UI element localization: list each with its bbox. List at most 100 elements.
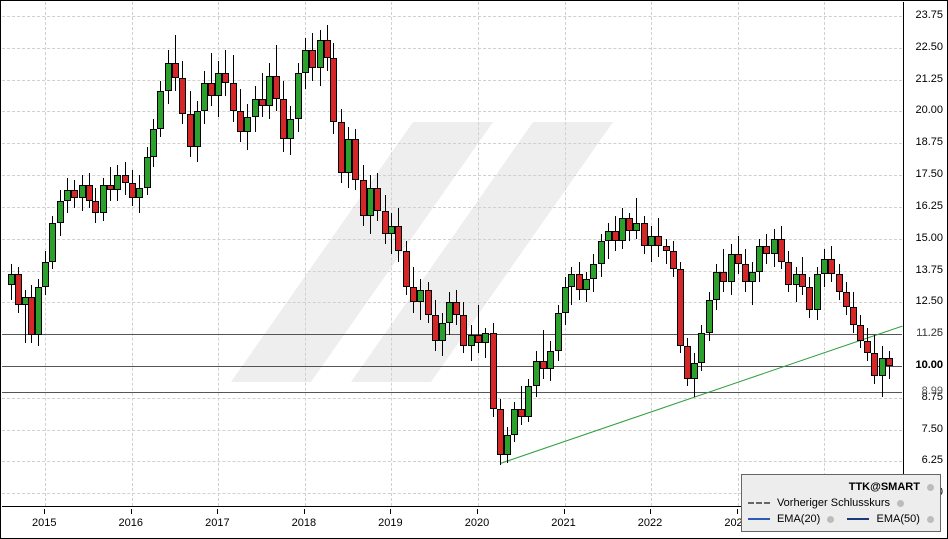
- candle-wick: [110, 167, 111, 200]
- candle-body: [374, 188, 381, 211]
- x-tick-label: 2021: [551, 517, 575, 529]
- x-tick-mark: [737, 509, 738, 514]
- ema20-line-icon: [748, 518, 770, 520]
- gridline-h: [2, 430, 902, 431]
- y-tick-label: 20.00: [915, 104, 943, 116]
- candle-body: [814, 274, 821, 310]
- candle-wick: [391, 213, 392, 254]
- gridline-h: [2, 80, 902, 81]
- gridline-h: [2, 48, 902, 49]
- candle-body: [295, 73, 302, 119]
- candle-body: [706, 300, 713, 333]
- candle-body: [324, 40, 331, 58]
- candle-body: [843, 292, 850, 307]
- y-marker-label: 11.26: [916, 327, 943, 339]
- y-tick-label: 12.50: [915, 295, 943, 307]
- prev-close-line-icon: [748, 502, 770, 504]
- price-chart: 5.006.257.508.7510.0011.2512.5013.7515.0…: [0, 0, 948, 539]
- x-tick-label: 2017: [205, 517, 229, 529]
- x-tick-mark: [564, 509, 565, 514]
- candle-body: [504, 435, 511, 455]
- candle-wick: [608, 223, 609, 259]
- x-tick-label: 2022: [638, 517, 662, 529]
- candle-body: [590, 264, 597, 279]
- candle-body: [886, 358, 893, 366]
- y-tick-label: 17.50: [915, 168, 943, 180]
- candle-body: [179, 78, 186, 114]
- candle-body: [720, 272, 727, 282]
- y-tick-label: 22.50: [915, 41, 943, 53]
- y-tick-label: 13.75: [915, 264, 943, 276]
- candle-wick: [478, 305, 479, 353]
- watermark: [191, 122, 633, 382]
- y-tick-label: 18.75: [915, 136, 943, 148]
- x-tick-mark: [217, 509, 218, 514]
- gridline-h: [2, 111, 902, 112]
- candle-wick: [211, 53, 212, 106]
- candle-body: [655, 236, 662, 246]
- candle-body: [425, 290, 432, 315]
- candle-body: [864, 341, 871, 354]
- gridline-h: [2, 207, 902, 208]
- candle-body: [136, 188, 143, 198]
- x-tick-mark: [304, 509, 305, 514]
- x-tick-mark: [44, 509, 45, 514]
- y-tick-label: 16.25: [915, 200, 943, 212]
- candle-body: [287, 119, 294, 139]
- candle-wick: [543, 330, 544, 378]
- candle-body: [157, 91, 164, 129]
- candle-body: [417, 290, 424, 303]
- candle-body: [35, 287, 42, 335]
- chart-legend: TTK@SMART Vorheriger Schlusskurs EMA(20)…: [741, 474, 941, 532]
- candle-body: [857, 325, 864, 340]
- legend-ema50: EMA(50): [877, 513, 920, 525]
- x-tick-mark: [390, 509, 391, 514]
- horizontal-level: [2, 366, 902, 367]
- x-tick-label: 2018: [292, 517, 316, 529]
- candle-wick: [723, 249, 724, 292]
- candle-body: [42, 262, 49, 287]
- candle-body: [555, 313, 562, 351]
- candle-body: [439, 323, 446, 341]
- candle-body: [806, 287, 813, 310]
- candle-body: [86, 185, 93, 200]
- candle-wick: [521, 386, 522, 424]
- candle-body: [562, 287, 569, 312]
- candle-body: [71, 190, 78, 198]
- candle-body: [49, 223, 56, 261]
- candle-wick: [796, 267, 797, 303]
- candle-wick: [752, 262, 753, 305]
- candle-body: [309, 50, 316, 68]
- legend-ema20: EMA(20): [777, 513, 820, 525]
- y-tick-label: 15.00: [915, 232, 943, 244]
- candle-body: [172, 63, 179, 78]
- gridline-v: [132, 2, 133, 506]
- candle-body: [749, 272, 756, 282]
- gridline-h: [2, 271, 902, 272]
- candle-body: [836, 274, 843, 292]
- x-tick-label: 2019: [378, 517, 402, 529]
- candle-body: [352, 139, 359, 180]
- y-tick-label: 7.50: [922, 423, 943, 435]
- candle-body: [598, 241, 605, 264]
- candle-wick: [262, 73, 263, 116]
- candle-body: [670, 251, 677, 269]
- plot-area[interactable]: [2, 2, 904, 507]
- x-tick-mark: [131, 509, 132, 514]
- candle-body: [194, 111, 201, 147]
- candle-body: [612, 231, 619, 241]
- gridline-h: [2, 175, 902, 176]
- candle-body: [850, 307, 857, 325]
- candle-body: [266, 76, 273, 107]
- gridline-h: [2, 16, 902, 17]
- candle-body: [763, 246, 770, 254]
- y-tick-label: 23.75: [915, 9, 943, 21]
- candle-body: [92, 201, 99, 214]
- candle-body: [778, 239, 785, 262]
- candle-body: [698, 333, 705, 364]
- gridline-v: [391, 2, 392, 506]
- candle-body: [742, 264, 749, 282]
- candle-body: [735, 254, 742, 264]
- candle-wick: [666, 239, 667, 264]
- candle-body: [230, 83, 237, 111]
